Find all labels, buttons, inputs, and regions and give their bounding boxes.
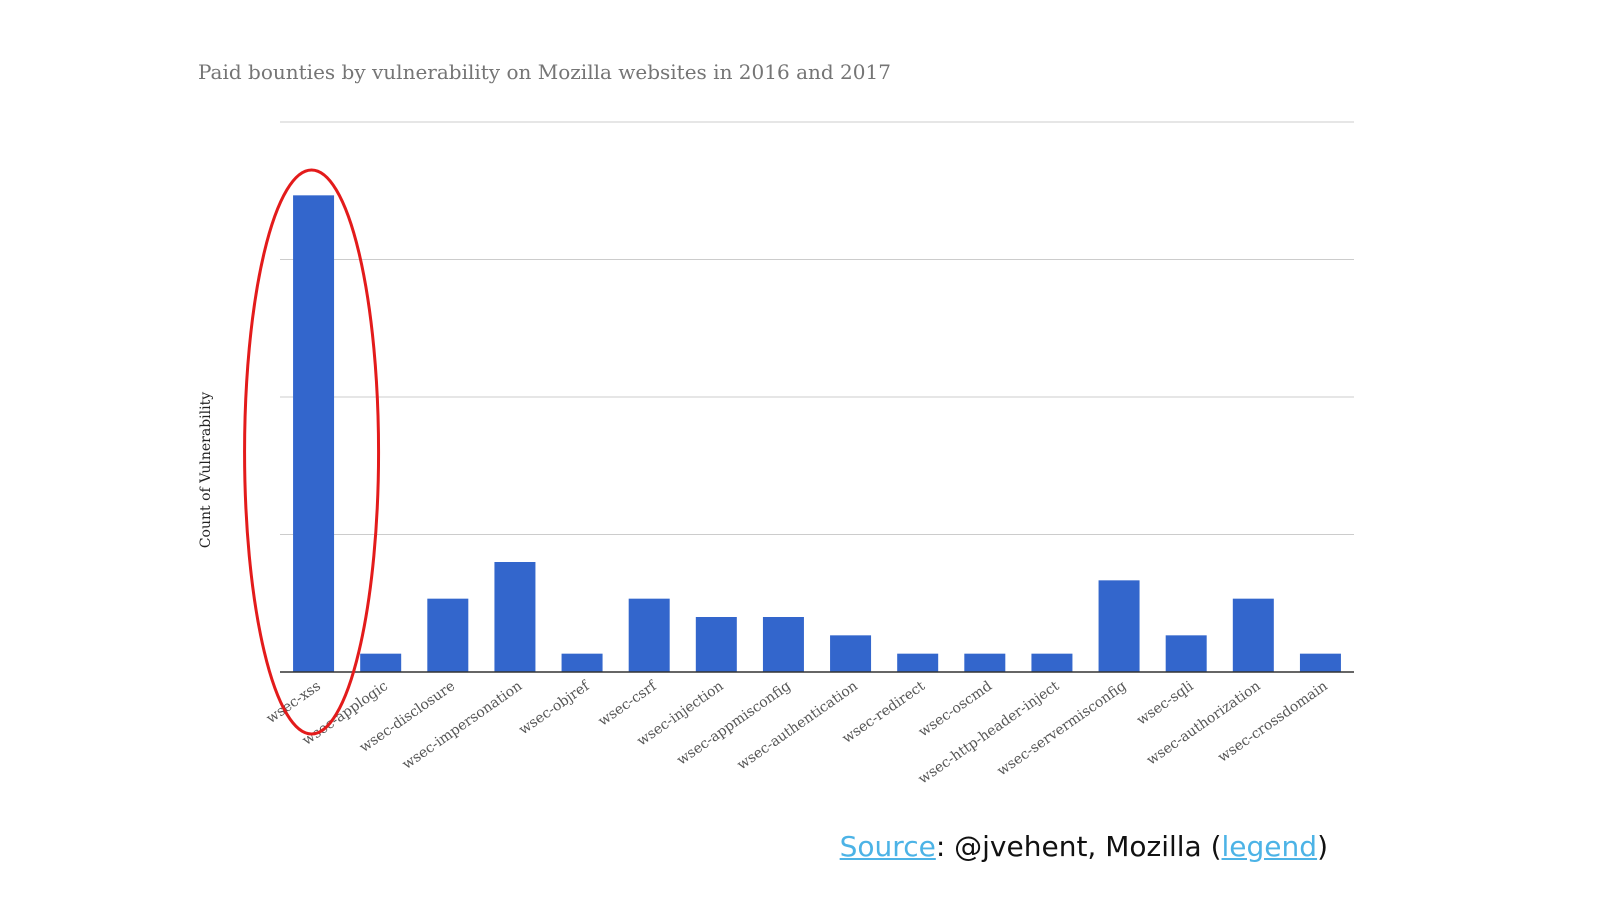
legend-link[interactable]: legend	[1221, 830, 1318, 863]
chart-title: Paid bounties by vulnerability on Mozill…	[198, 60, 891, 84]
y-axis-label: Count of Vulnerability	[198, 392, 214, 548]
bar-wsec-applogic	[360, 653, 402, 672]
bar-wsec-objref	[561, 653, 603, 672]
bar-wsec-appmisconfig	[762, 617, 804, 672]
bars	[293, 195, 1341, 673]
bar-wsec-injection	[695, 617, 737, 672]
bar-wsec-xss	[293, 195, 335, 673]
bar-wsec-http-header-inject	[1031, 653, 1073, 672]
gridlines	[280, 121, 1354, 535]
x-tick-labels: wsec-xsswsec-applogicwsec-disclosurewsec…	[264, 677, 1331, 787]
x-tick-label: wsec-authentication	[734, 678, 860, 773]
bar-wsec-impersonation	[494, 562, 536, 672]
x-tick-label: wsec-sqli	[1134, 678, 1197, 729]
bar-wsec-csrf	[628, 598, 670, 672]
bar-wsec-authentication	[830, 635, 872, 672]
bar-wsec-sqli	[1165, 635, 1207, 672]
bar-wsec-oscmd	[964, 653, 1006, 672]
x-tick-label: wsec-crossdomain	[1215, 678, 1331, 766]
source-text: : @jvehent, Mozilla (	[935, 830, 1222, 863]
x-tick-label: wsec-authorization	[1144, 678, 1264, 768]
source-close: )	[1317, 830, 1328, 863]
bar-wsec-disclosure	[427, 598, 469, 672]
bar-wsec-authorization	[1232, 598, 1274, 672]
x-tick-label: wsec-servermisconfig	[994, 678, 1129, 779]
x-tick-label: wsec-impersonation	[400, 678, 526, 773]
x-tick-label: wsec-objref	[516, 677, 594, 738]
bar-wsec-servermisconfig	[1098, 580, 1140, 672]
source-link[interactable]: Source	[839, 830, 936, 863]
source-caption: Source: @jvehent, Mozilla (legend)	[840, 830, 1328, 863]
bar-wsec-crossdomain	[1299, 653, 1341, 672]
highlight-ellipse	[243, 168, 381, 736]
x-tick-label: wsec-appmisconfig	[674, 678, 794, 768]
x-tick-label: wsec-csrf	[595, 677, 660, 730]
bar-wsec-redirect	[897, 653, 939, 672]
